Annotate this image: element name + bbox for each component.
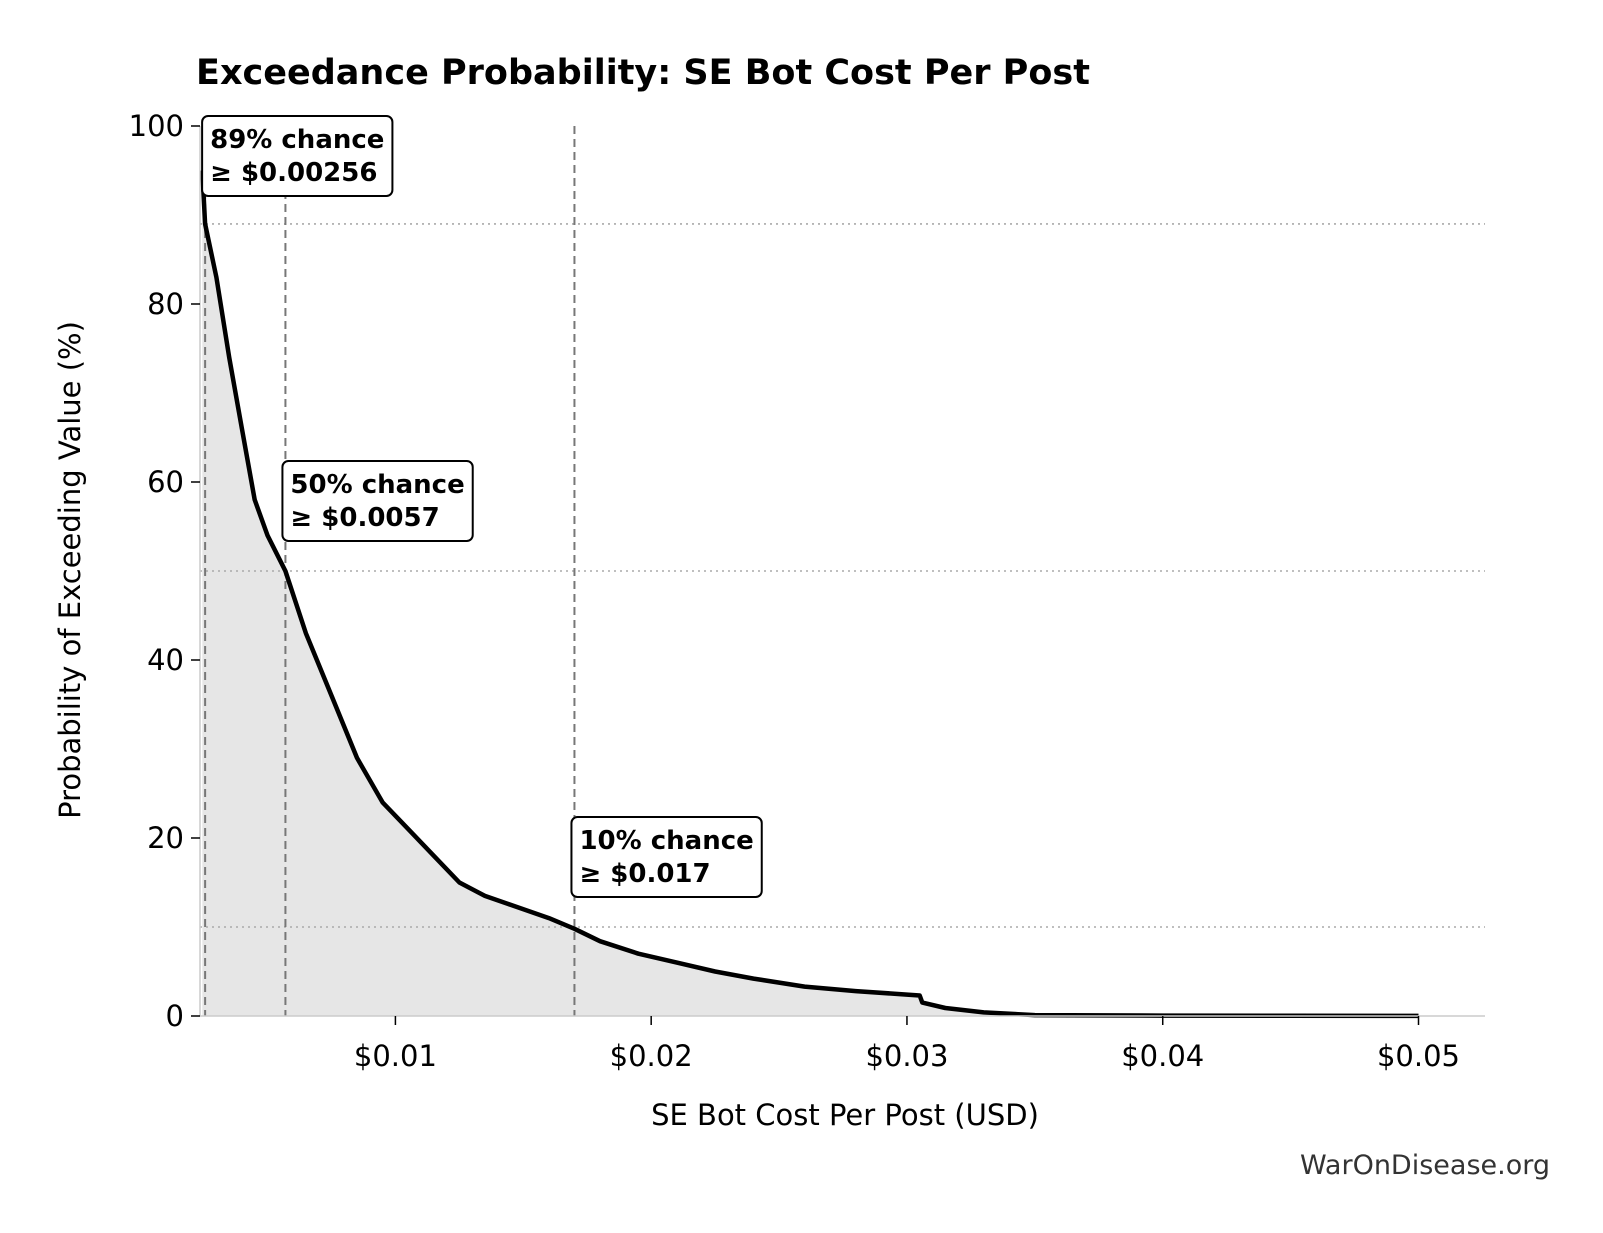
annotation-line-2: ≥ $0.017	[579, 859, 710, 889]
annotation-frame	[281, 460, 474, 542]
annotation-box: 10% chance≥ $0.017	[570, 816, 763, 898]
annotation-frame	[201, 115, 394, 197]
x-axis-label: SE Bot Cost Per Post (USD)	[651, 1098, 1039, 1132]
chart-title: Exceedance Probability: SE Bot Cost Per …	[196, 53, 1090, 93]
y-tick-label: 20	[147, 821, 184, 855]
y-tick-label: 0	[166, 999, 184, 1033]
x-tick-label: $0.03	[865, 1039, 948, 1073]
annotation-line-1: 89% chance	[210, 125, 384, 155]
x-tick-label: $0.05	[1377, 1039, 1460, 1073]
exceedance-area	[202, 170, 1419, 1016]
annotation-box: 89% chance≥ $0.00256	[201, 115, 394, 197]
annotation-line-1: 10% chance	[579, 826, 753, 856]
annotation-line-2: ≥ $0.00256	[210, 158, 377, 188]
annotation-line-2: ≥ $0.0057	[290, 503, 439, 533]
annotation-box: 50% chance≥ $0.0057	[281, 460, 474, 542]
y-axis-label: Probability of Exceeding Value (%)	[53, 321, 87, 819]
annotation-line-1: 50% chance	[290, 470, 464, 500]
x-tick-label: $0.01	[354, 1039, 437, 1073]
y-tick-label: 40	[147, 643, 184, 677]
watermark: WarOnDisease.org	[1300, 1150, 1550, 1181]
x-tick-label: $0.04	[1121, 1039, 1204, 1073]
x-tick-label: $0.02	[610, 1039, 693, 1073]
annotation-frame	[570, 816, 763, 898]
exceedance-curve	[200, 170, 1419, 1019]
y-tick-label: 80	[147, 287, 184, 321]
plot-area: 0 20 40 60 80 100 $0.01 $0.02 $0.03 $0.04 $0.05 89%…	[129, 109, 1485, 1073]
y-tick-label: 100	[129, 109, 184, 143]
y-tick-label: 60	[147, 465, 184, 499]
